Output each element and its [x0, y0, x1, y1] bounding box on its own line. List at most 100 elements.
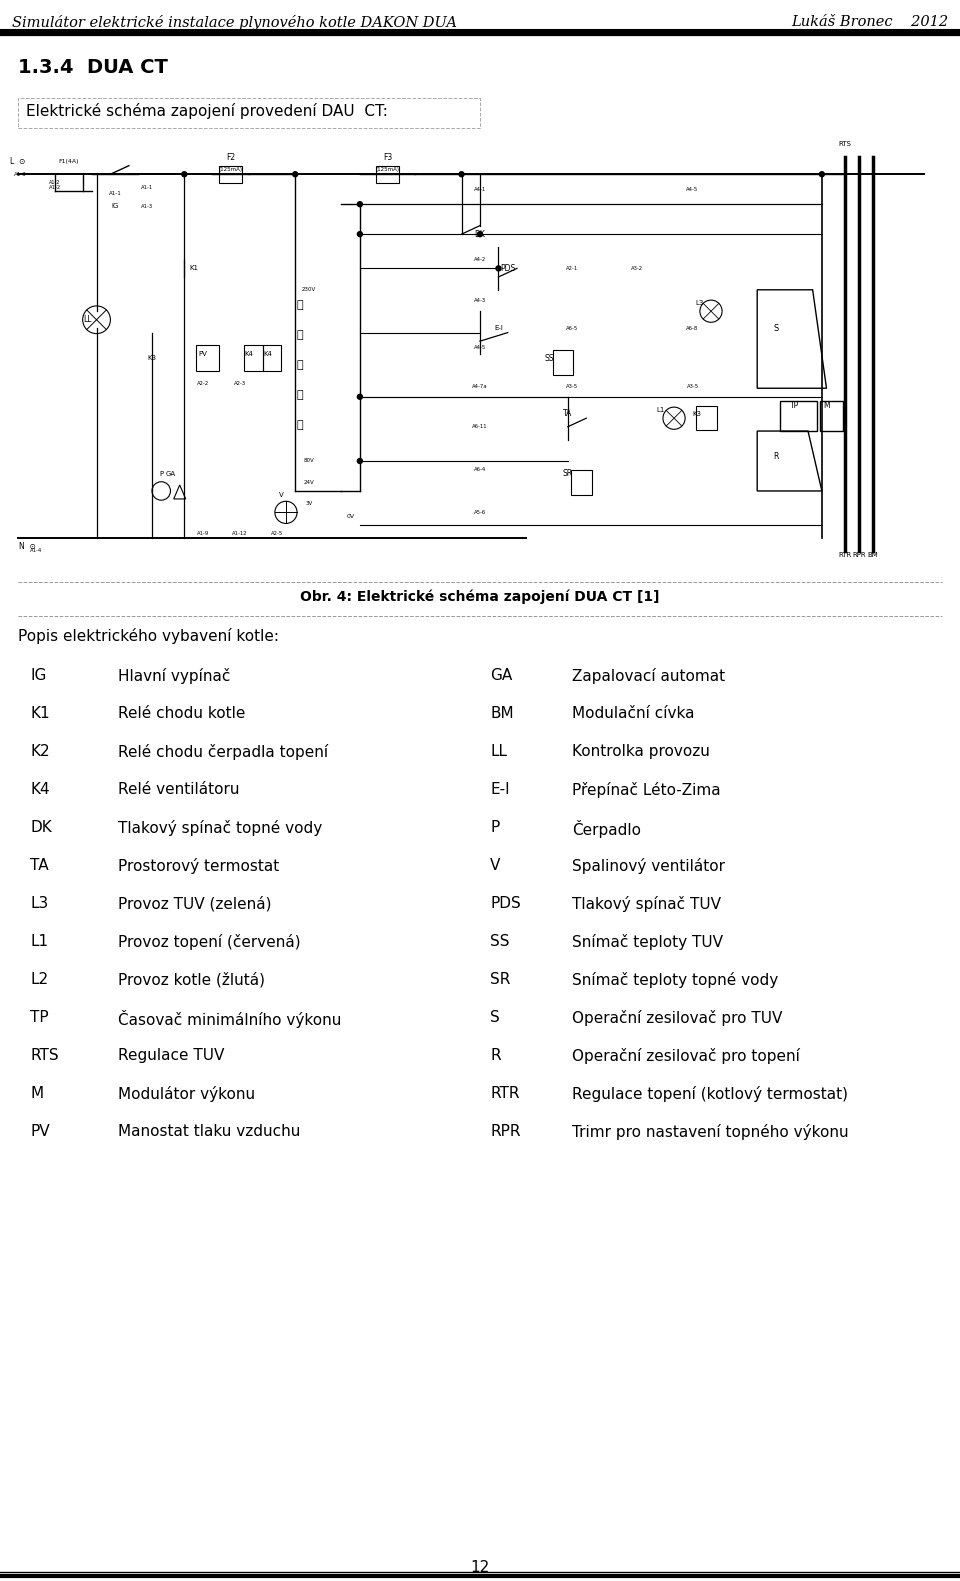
Text: Popis elektrického vybavení kotle:: Popis elektrického vybavení kotle:	[18, 628, 279, 643]
Text: Přepínač Léto-Zima: Přepínač Léto-Zima	[572, 783, 721, 798]
Text: 230V: 230V	[302, 288, 316, 292]
Bar	[696, 406, 716, 430]
Text: TP: TP	[30, 1010, 49, 1024]
Bar	[263, 345, 281, 372]
Text: Simulátor elektrické instalace plynového kotle DAKON DUA: Simulátor elektrické instalace plynového…	[12, 14, 457, 30]
Text: F2: F2	[226, 153, 235, 161]
Text: Obr. 4: Elektrické schéma zapojení DUA CT [1]: Obr. 4: Elektrické schéma zapojení DUA C…	[300, 590, 660, 604]
Text: Manostat tlaku vzduchu: Manostat tlaku vzduchu	[118, 1124, 300, 1138]
Text: L3: L3	[30, 896, 48, 911]
Text: Regulace topení (kotlový termostat): Regulace topení (kotlový termostat)	[572, 1086, 848, 1102]
Text: Modulátor výkonu: Modulátor výkonu	[118, 1086, 255, 1102]
Circle shape	[820, 172, 825, 177]
Text: RTS: RTS	[838, 141, 852, 147]
Circle shape	[181, 172, 187, 177]
Circle shape	[477, 232, 483, 237]
Text: A5-6: A5-6	[474, 509, 486, 515]
Text: Relé chodu čerpadla topení: Relé chodu čerpadla topení	[118, 745, 328, 760]
Text: M: M	[823, 402, 829, 409]
Text: SR: SR	[563, 470, 573, 479]
Text: A3-2: A3-2	[631, 266, 643, 270]
Text: ⌒: ⌒	[297, 419, 303, 430]
Text: V: V	[279, 492, 284, 498]
Text: Provoz TUV (zelená): Provoz TUV (zelená)	[118, 896, 272, 912]
Text: A6-5: A6-5	[566, 326, 579, 330]
Text: A4-7a: A4-7a	[472, 384, 488, 389]
Text: A4-2: A4-2	[474, 258, 486, 262]
Bar	[820, 402, 843, 432]
Text: SS: SS	[490, 934, 510, 949]
Text: IG: IG	[111, 204, 119, 209]
Bar	[780, 402, 817, 432]
Circle shape	[459, 172, 464, 177]
Text: BM: BM	[867, 552, 878, 558]
Circle shape	[293, 172, 298, 177]
Text: DK: DK	[474, 229, 486, 239]
Text: Čerpadlo: Čerpadlo	[572, 821, 641, 838]
Text: ⌒: ⌒	[297, 389, 303, 400]
Text: 24V: 24V	[303, 481, 315, 485]
Text: RTS: RTS	[30, 1048, 59, 1062]
Text: RPR: RPR	[852, 552, 866, 558]
Text: Prostorový termostat: Prostorový termostat	[118, 858, 279, 874]
Text: P: P	[490, 821, 499, 835]
Text: LL: LL	[490, 745, 507, 759]
Text: 3V: 3V	[305, 501, 313, 506]
Text: Operační zesilovač pro TUV: Operační zesilovač pro TUV	[572, 1010, 782, 1026]
Text: ⌒: ⌒	[297, 300, 303, 310]
Text: ⌒: ⌒	[297, 360, 303, 370]
Text: PDS: PDS	[500, 264, 516, 274]
Text: L1: L1	[30, 934, 48, 949]
Bar	[553, 349, 573, 375]
Text: PV: PV	[199, 351, 207, 357]
Bar	[571, 470, 591, 495]
Text: L1: L1	[656, 406, 664, 413]
Bar	[196, 345, 219, 372]
Text: A4-5: A4-5	[686, 187, 699, 191]
Text: RPR: RPR	[490, 1124, 520, 1138]
Text: A1-1: A1-1	[108, 191, 121, 196]
Text: Modulační cívka: Modulační cívka	[572, 707, 694, 721]
Text: K4: K4	[30, 783, 50, 797]
Text: TA: TA	[30, 858, 49, 873]
Circle shape	[357, 202, 362, 207]
Text: Elektrické schéma zapojení provedení DAU  CT:: Elektrické schéma zapojení provedení DAU…	[26, 103, 388, 119]
Text: A1-1: A1-1	[141, 185, 154, 190]
Text: A2-3: A2-3	[233, 381, 246, 386]
Text: E-I: E-I	[490, 783, 510, 797]
Text: Spalinový ventilátor: Spalinový ventilátor	[572, 858, 725, 874]
Text: K1: K1	[189, 266, 198, 272]
Text: GA: GA	[165, 471, 176, 477]
Text: K4: K4	[245, 351, 253, 357]
Text: A3-5: A3-5	[566, 384, 579, 389]
Text: V: V	[490, 858, 500, 873]
Text: IG: IG	[30, 669, 46, 683]
Text: A1-12: A1-12	[232, 531, 248, 536]
Text: S: S	[490, 1010, 500, 1024]
Text: A6-4: A6-4	[474, 466, 486, 473]
Text: 80V: 80V	[303, 458, 315, 463]
Text: Trimr pro nastavení topného výkonu: Trimr pro nastavení topného výkonu	[572, 1124, 849, 1140]
Bar	[18, 98, 480, 128]
Text: M: M	[30, 1086, 43, 1100]
Text: Lukáš Bronec    2012: Lukáš Bronec 2012	[791, 14, 948, 28]
Text: A4-5: A4-5	[474, 345, 486, 349]
Text: K1: K1	[30, 707, 50, 721]
Text: Kontrolka provozu: Kontrolka provozu	[572, 745, 709, 759]
Text: Hlavní vypínač: Hlavní vypínač	[118, 669, 230, 685]
Text: Snímač teploty topné vody: Snímač teploty topné vody	[572, 972, 779, 988]
Text: K2: K2	[30, 745, 50, 759]
Bar	[219, 166, 242, 183]
Text: F3: F3	[383, 153, 393, 161]
Text: Relé chodu kotle: Relé chodu kotle	[118, 707, 246, 721]
Text: RTR: RTR	[838, 552, 852, 558]
Text: Provoz kotle (žlutá): Provoz kotle (žlutá)	[118, 972, 265, 988]
Text: 0V: 0V	[347, 514, 354, 519]
Text: L3: L3	[696, 300, 704, 305]
Text: DK: DK	[30, 821, 52, 835]
Text: Časovač minimálního výkonu: Časovač minimálního výkonu	[118, 1010, 342, 1028]
Text: E-I: E-I	[494, 326, 503, 332]
Text: A1-3: A1-3	[13, 172, 26, 177]
Text: A6-11: A6-11	[472, 424, 488, 430]
Bar	[245, 345, 263, 372]
